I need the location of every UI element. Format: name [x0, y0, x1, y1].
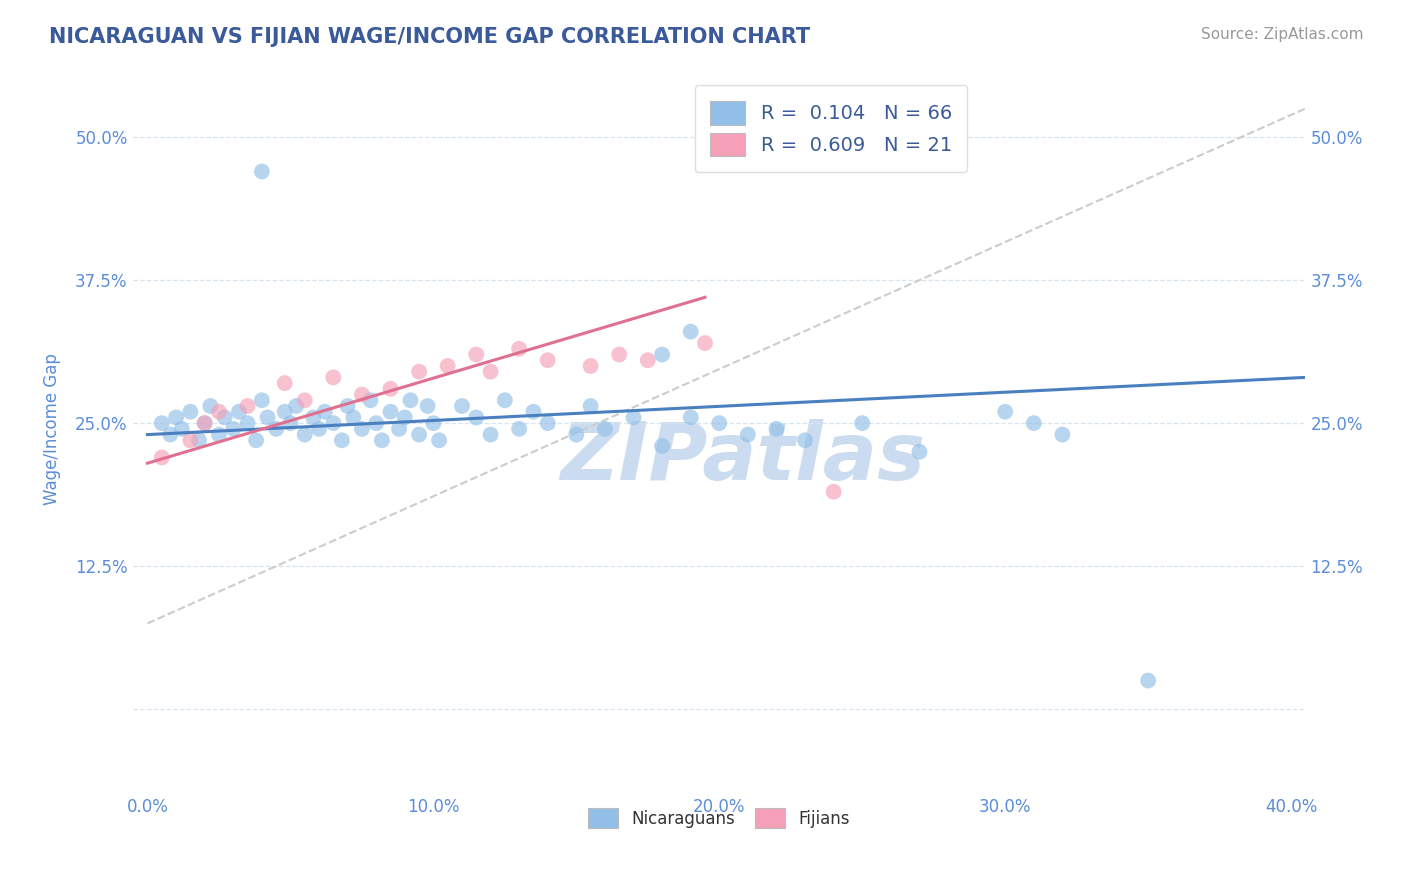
Point — [851, 416, 873, 430]
Point — [256, 410, 278, 425]
Point — [336, 399, 359, 413]
Point — [494, 393, 516, 408]
Point — [823, 484, 845, 499]
Point — [366, 416, 388, 430]
Point — [228, 405, 250, 419]
Point — [208, 427, 231, 442]
Point — [394, 410, 416, 425]
Point — [436, 359, 458, 373]
Point — [479, 427, 502, 442]
Point — [194, 416, 217, 430]
Point — [765, 422, 787, 436]
Point — [651, 347, 673, 361]
Point — [200, 399, 222, 413]
Point — [222, 422, 245, 436]
Point — [465, 347, 488, 361]
Point — [236, 416, 259, 430]
Point — [360, 393, 382, 408]
Point — [285, 399, 308, 413]
Point — [350, 387, 373, 401]
Point — [651, 439, 673, 453]
Point — [1137, 673, 1160, 688]
Point — [264, 422, 287, 436]
Point — [693, 336, 716, 351]
Text: Source: ZipAtlas.com: Source: ZipAtlas.com — [1201, 27, 1364, 42]
Point — [465, 410, 488, 425]
Point — [908, 444, 931, 458]
Point — [679, 325, 702, 339]
Text: NICARAGUAN VS FIJIAN WAGE/INCOME GAP CORRELATION CHART: NICARAGUAN VS FIJIAN WAGE/INCOME GAP COR… — [49, 27, 810, 46]
Point — [245, 434, 267, 448]
Point — [150, 416, 173, 430]
Point — [794, 434, 817, 448]
Point — [579, 359, 602, 373]
Point — [250, 393, 273, 408]
Point — [302, 410, 325, 425]
Point — [408, 427, 430, 442]
Point — [194, 416, 217, 430]
Point — [737, 427, 759, 442]
Point — [380, 382, 402, 396]
Point — [508, 342, 530, 356]
Point — [637, 353, 659, 368]
Point — [522, 405, 544, 419]
Point — [250, 164, 273, 178]
Point — [159, 427, 181, 442]
Legend: Nicaraguans, Fijians: Nicaraguans, Fijians — [582, 801, 856, 835]
Point — [150, 450, 173, 465]
Point — [330, 434, 353, 448]
Point — [679, 410, 702, 425]
Point — [314, 405, 336, 419]
Point — [623, 410, 645, 425]
Point — [280, 416, 302, 430]
Point — [294, 393, 316, 408]
Point — [179, 405, 201, 419]
Point — [579, 399, 602, 413]
Point — [350, 422, 373, 436]
Point — [371, 434, 394, 448]
Point — [709, 416, 731, 430]
Point — [322, 370, 344, 384]
Point — [422, 416, 444, 430]
Point — [236, 399, 259, 413]
Point — [537, 416, 560, 430]
Point — [274, 376, 297, 390]
Point — [380, 405, 402, 419]
Point — [399, 393, 422, 408]
Text: ZIPatlas: ZIPatlas — [560, 418, 925, 497]
Y-axis label: Wage/Income Gap: Wage/Income Gap — [44, 353, 60, 505]
Point — [388, 422, 411, 436]
Point — [593, 422, 616, 436]
Point — [1052, 427, 1074, 442]
Point — [408, 365, 430, 379]
Point — [427, 434, 450, 448]
Point — [508, 422, 530, 436]
Point — [607, 347, 630, 361]
Point — [170, 422, 193, 436]
Point — [208, 405, 231, 419]
Point — [1022, 416, 1045, 430]
Point — [416, 399, 439, 413]
Point — [165, 410, 187, 425]
Point — [537, 353, 560, 368]
Point — [565, 427, 588, 442]
Point — [342, 410, 364, 425]
Point — [274, 405, 297, 419]
Point — [308, 422, 330, 436]
Point — [179, 434, 201, 448]
Point — [479, 365, 502, 379]
Point — [214, 410, 236, 425]
Point — [994, 405, 1017, 419]
Point — [294, 427, 316, 442]
Point — [322, 416, 344, 430]
Point — [451, 399, 474, 413]
Point — [187, 434, 209, 448]
